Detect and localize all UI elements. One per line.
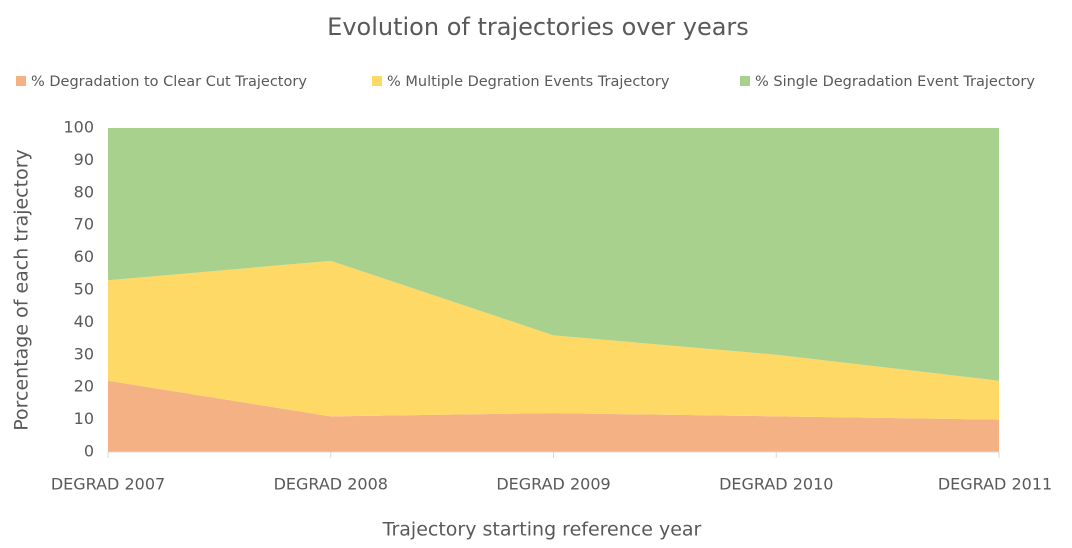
y-tick-label: 0: [84, 442, 94, 461]
y-tick-label: 40: [74, 312, 94, 331]
x-tick-label: DEGRAD 2011: [938, 475, 1052, 494]
x-tick-label: DEGRAD 2009: [496, 475, 610, 494]
y-tick-label: 70: [74, 215, 94, 234]
y-tick-label: 80: [74, 182, 94, 201]
y-tick-label: 10: [74, 409, 94, 428]
chart-title: Evolution of trajectories over years: [327, 13, 749, 41]
x-tick-label: DEGRAD 2007: [51, 475, 165, 494]
legend-label: % Multiple Degration Events Trajectory: [387, 74, 670, 90]
y-tick-label: 60: [74, 247, 94, 266]
x-tick-label: DEGRAD 2010: [719, 475, 833, 494]
area: [108, 260, 999, 420]
y-axis-label: Porcentage of each trajectory: [11, 149, 33, 431]
legend-swatch: [740, 76, 750, 86]
area: [108, 380, 999, 452]
x-axis-label: Trajectory starting reference year: [382, 519, 702, 541]
legend-label: % Degradation to Clear Cut Trajectory: [31, 74, 307, 90]
y-tick-label: 100: [63, 118, 94, 137]
y-tick-label: 30: [74, 344, 94, 363]
legend-swatch: [16, 76, 26, 86]
legend-swatch: [372, 76, 382, 86]
legend-label: % Single Degradation Event Trajectory: [755, 74, 1035, 90]
y-tick-label: 90: [74, 150, 94, 169]
y-tick-label: 50: [74, 280, 94, 299]
area: [108, 128, 999, 381]
y-tick-label: 20: [74, 377, 94, 396]
x-tick-label: DEGRAD 2008: [274, 475, 388, 494]
